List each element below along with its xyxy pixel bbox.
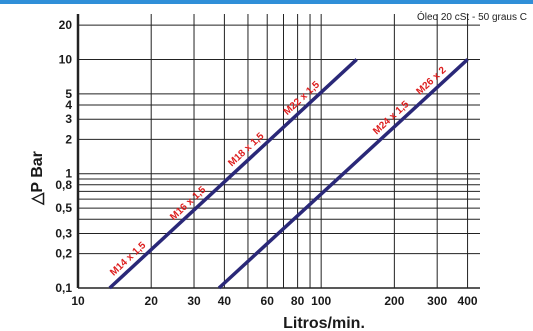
chart-note: Óleo 20 cSt - 50 graus C bbox=[417, 10, 527, 23]
y-axis-title: △P Bar bbox=[29, 151, 46, 206]
x-tick-label: 80 bbox=[291, 294, 305, 308]
x-axis-title: Litros/min. bbox=[283, 315, 365, 331]
tick-labels: 10 20 30 40 60 80 100 200 300 4000,10,20,30,50,81… bbox=[55, 18, 478, 308]
y-tick-label: 10 bbox=[59, 52, 73, 66]
y-tick-label: 4 bbox=[65, 98, 72, 112]
x-tick-label: 100 bbox=[311, 294, 331, 308]
x-tick-label: 30 bbox=[187, 294, 201, 308]
x-tick-label: 300 bbox=[427, 294, 447, 308]
y-tick-label: 0,8 bbox=[55, 178, 72, 192]
y-tick-label: 5 bbox=[65, 87, 72, 101]
y-tick-label: 2 bbox=[65, 132, 72, 146]
top-accent-bar bbox=[0, 0, 533, 4]
series-line-2 bbox=[217, 58, 469, 290]
y-tick-label: 1 bbox=[65, 167, 72, 181]
series-line-1 bbox=[108, 58, 358, 290]
series-lines bbox=[108, 58, 469, 290]
x-tick-label: 20 bbox=[145, 294, 159, 308]
y-tick-label: 0,3 bbox=[55, 226, 72, 240]
y-tick-label: 20 bbox=[59, 18, 73, 32]
y-tick-label: 3 bbox=[65, 112, 72, 126]
y-tick-label: 0,5 bbox=[55, 201, 72, 215]
x-tick-label: 40 bbox=[218, 294, 232, 308]
x-tick-label: 400 bbox=[458, 294, 478, 308]
y-tick-label: 0,2 bbox=[55, 247, 72, 261]
x-tick-label: 60 bbox=[261, 294, 275, 308]
y-tick-label: 0,1 bbox=[55, 281, 72, 295]
x-tick-label: 200 bbox=[384, 294, 404, 308]
x-tick-label: 10 bbox=[71, 294, 85, 308]
